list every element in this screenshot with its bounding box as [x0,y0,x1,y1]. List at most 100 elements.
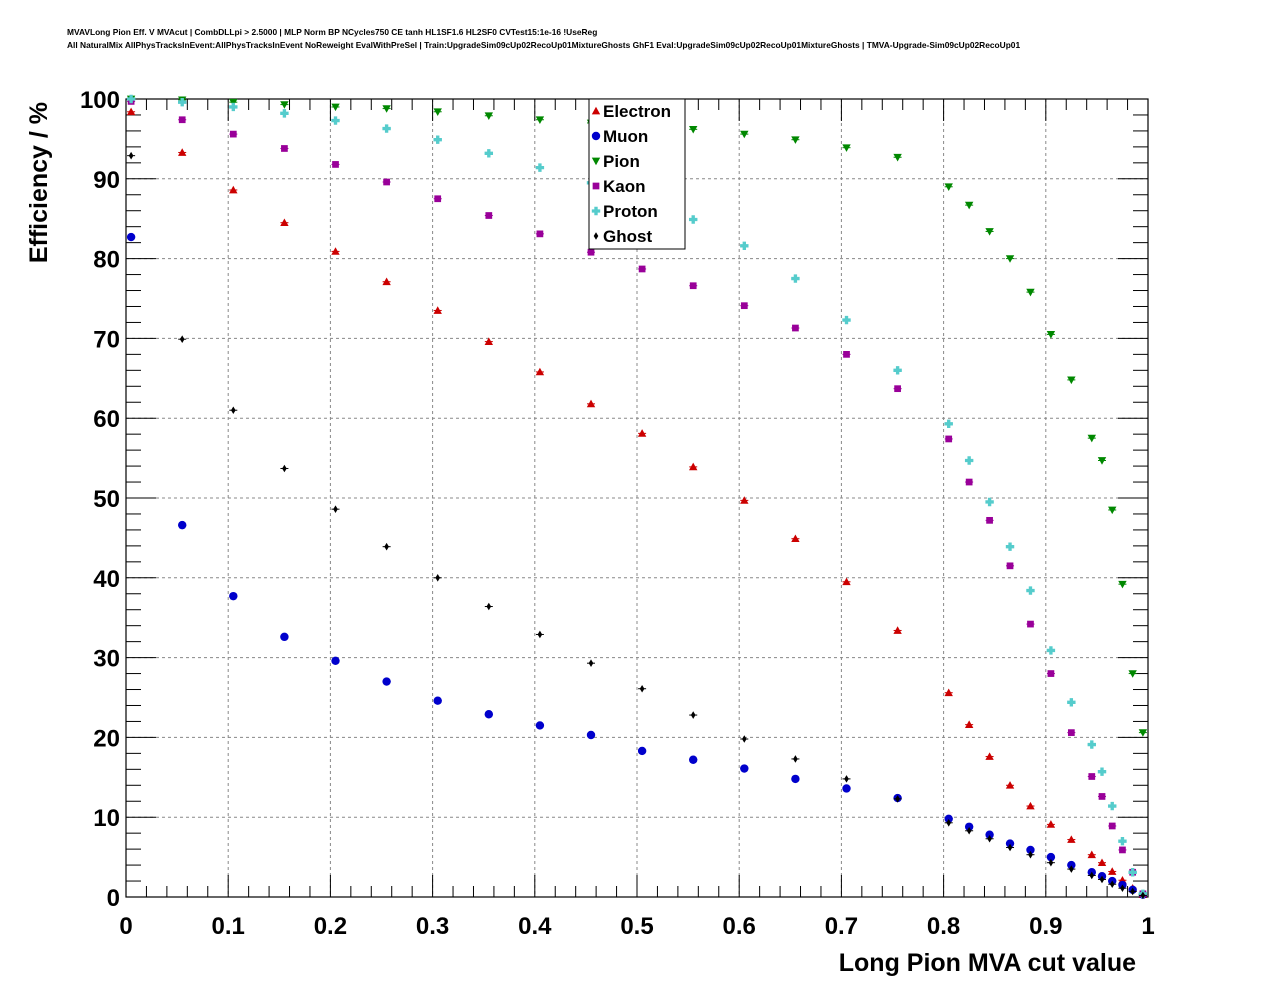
data-point [1108,822,1116,830]
y-tick-label: 50 [93,486,120,513]
data-point [435,574,441,582]
data-point [944,814,953,823]
data-point [637,429,647,437]
x-tick-label: 0.3 [416,913,449,940]
x-tick-label: 0.8 [927,913,960,940]
data-point [964,456,974,465]
y-tick-label: 30 [93,646,120,673]
data-point [1046,820,1056,828]
data-point [689,215,698,224]
data-point [1005,542,1015,551]
legend-marker-ghost [593,232,599,240]
legend-marker-kaon [592,182,600,190]
data-point [1005,781,1015,789]
data-point [1119,846,1126,854]
data-point [484,112,494,120]
data-point [382,277,391,286]
data-point [985,228,994,236]
data-point [740,241,749,251]
data-point [280,218,289,227]
y-tick-label: 100 [80,87,120,114]
data-point [1047,670,1055,677]
data-point [945,435,953,443]
data-point [1067,698,1076,707]
data-point [433,306,442,314]
data-point [893,626,902,634]
data-point [331,247,340,255]
data-point [1027,620,1034,628]
data-point [985,497,994,507]
series-ghost [127,151,1147,900]
legend-label-electron: Electron [603,102,671,121]
data-point [178,520,187,530]
legend-marker-muon [591,131,601,141]
data-point [281,145,288,152]
data-point [985,752,994,760]
data-point [332,161,339,168]
y-tick-label: 90 [93,167,120,194]
data-point [964,822,974,831]
data-point [740,496,749,504]
data-point [843,351,850,358]
data-point [944,419,953,428]
legend-marker-proton [591,206,601,216]
data-point [1067,860,1076,870]
data-point [1088,773,1096,780]
data-point [638,265,646,273]
data-point [588,659,594,667]
data-point [842,784,851,793]
x-tick-label: 0.2 [314,913,347,940]
series-pion [126,95,1148,737]
data-point [126,232,136,242]
data-point [1046,646,1056,655]
data-point [944,688,953,697]
data-point [791,274,800,283]
y-tick-label: 20 [93,725,120,752]
data-point [535,721,545,730]
data-point [842,144,851,152]
x-tick-label: 0.4 [518,913,552,940]
x-tick-label: 0.6 [723,913,756,940]
data-point [1140,891,1146,900]
data-point [689,282,697,290]
data-point [944,183,953,191]
data-point [485,212,493,219]
series-proton [126,94,1148,899]
legend-label-proton: Proton [603,202,658,221]
data-point [229,130,237,138]
data-point [535,367,545,376]
data-point [382,124,391,133]
data-point [486,602,492,611]
data-point [689,125,698,134]
data-point [844,775,849,783]
data-point [965,478,973,486]
data-point [1109,880,1115,889]
data-point [1006,562,1014,570]
data-point [382,677,391,686]
data-point [1048,858,1054,867]
data-point [126,94,136,104]
data-point [280,632,289,642]
data-point [331,103,340,112]
data-point [587,248,595,256]
header-line-2: All NaturalMix AllPhysTracksInEvent:AllP… [67,40,1020,50]
data-point [1026,845,1035,855]
data-point [1108,506,1117,515]
legend-box [588,98,686,250]
data-point [383,178,390,186]
data-point [1097,457,1107,465]
data-point [1138,729,1148,737]
y-tick-label: 40 [93,566,120,593]
data-point [791,534,800,543]
data-point [1130,887,1135,896]
data-point [331,656,340,665]
data-point [1120,884,1125,893]
data-point [178,97,187,107]
data-point [894,385,901,393]
data-point [229,98,238,107]
x-tick-label: 1 [1141,913,1154,940]
data-point [1026,586,1035,595]
data-point [1097,767,1107,776]
data-point [946,819,952,827]
legend-label-ghost: Ghost [603,227,652,246]
